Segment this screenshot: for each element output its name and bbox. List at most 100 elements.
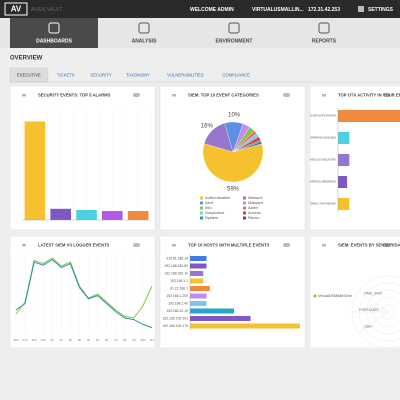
legend-swatch (243, 211, 246, 215)
y-tick-label: 192.168.100.101 (163, 316, 189, 320)
legend-label: Info (205, 205, 212, 210)
y-tick-label: AD INFORMATION AVAILABLE (302, 137, 336, 140)
radar-label: SSH (364, 324, 372, 328)
panel-title: TOP OTX ACTIVITY IN YOUR EN (338, 93, 400, 98)
bar (190, 271, 204, 276)
legend-swatch (200, 206, 203, 210)
panel-box (310, 235, 400, 348)
bar (190, 323, 300, 329)
bar (76, 209, 97, 220)
panel-menu-icon[interactable] (22, 244, 26, 247)
legend-label: System (205, 215, 219, 220)
y-tick-label: 216.81.188.18 (166, 256, 188, 260)
legend-swatch (243, 196, 246, 200)
panel-toggle[interactable] (133, 93, 140, 97)
panel: SIEM: EVENTS BY SENSOR/DA SSH FORTIGATE PAM… (310, 235, 400, 348)
panel-title: SIEM: EVENTS BY SENSOR/DA (338, 243, 400, 248)
y-tick-label: 192.168.100.176 (163, 324, 189, 328)
tab[interactable]: TAXONOMY (126, 73, 150, 78)
legend-label: Recon (248, 215, 260, 220)
legend-label: VirtualUSMAllInOne (318, 294, 352, 298)
bar (190, 293, 207, 299)
tab[interactable]: TICKETS (57, 73, 75, 78)
panel-title: LATEST SIEM VS LOGGER EVENTS (38, 243, 110, 248)
x-tick-label: 4h (87, 338, 91, 342)
y-tick-label: 192.168.10.10 (166, 309, 188, 313)
x-tick-label: 23h (41, 338, 46, 342)
panel: TOP OTX ACTIVITY IN YOUR EN CLOUD DATA EX… (302, 86, 400, 231)
x-tick-label: 1h (60, 338, 64, 342)
panel-menu-icon[interactable] (22, 94, 26, 97)
legend-label: Suspicious (205, 210, 224, 215)
y-tick-label: CLOUD DATA EXFILTRATION (304, 115, 337, 118)
y-tick-label: FORMS.COM PHISHING (309, 203, 336, 206)
panel-title: TOP 10 HOSTS WITH MULTIPLE EVENTS (188, 243, 270, 248)
x-tick-label: 8h (123, 338, 127, 342)
panel: SIEM: TOP 10 EVENT CATEGORIES 59% 16% 10% Au… (159, 85, 306, 231)
nav-tab[interactable]: REPORTS (312, 38, 337, 44)
panel-toggle[interactable] (283, 243, 290, 247)
bar (190, 316, 251, 321)
bar (190, 263, 207, 269)
x-tick-label: 21h (23, 338, 28, 342)
pie-label: 59% (227, 187, 240, 193)
host: VIRTUALUSMALLIN... (252, 7, 304, 13)
legend-swatch (200, 201, 203, 205)
x-tick-label: 7h (114, 338, 118, 342)
panel-toggle[interactable] (383, 243, 390, 247)
y-tick-label: 192.168.1.40 (168, 301, 188, 305)
tab[interactable]: COMPLIANCE (222, 73, 250, 78)
x-tick-label: 11h (150, 338, 155, 342)
x-tick-label: 0h (51, 338, 55, 342)
legend-swatch (200, 196, 203, 200)
tab-active[interactable] (9, 67, 49, 83)
brand: ALIEN VAULT (31, 7, 62, 13)
ip: 172.31.42.253 (308, 7, 340, 13)
bar (190, 301, 207, 306)
bar (101, 211, 123, 220)
y-tick-label: OPERATION SPEARHEAD (307, 181, 337, 184)
logo: AV (11, 5, 22, 14)
bar (338, 176, 348, 188)
tab[interactable]: EXECUTIVE (17, 73, 41, 78)
tab[interactable]: VULNERABILITIES (167, 73, 204, 78)
panel-title: SIEM: TOP 10 EVENT CATEGORIES (188, 93, 259, 98)
nav-tab[interactable]: ENVIRONMENT (216, 38, 253, 44)
legend-swatch (243, 206, 246, 210)
x-tick-label: 10h (140, 338, 145, 342)
panel-toggle[interactable] (283, 93, 290, 97)
pie-slice (202, 143, 264, 183)
x-tick-label: 9h (132, 338, 136, 342)
bar (24, 121, 46, 220)
radar-label: FORTIGATE (359, 308, 379, 312)
settings-icon[interactable] (358, 6, 364, 12)
legend-swatch (200, 211, 203, 215)
panel-toggle[interactable] (133, 243, 140, 247)
panel-menu-icon[interactable] (172, 244, 176, 247)
bar (338, 154, 350, 166)
legend-swatch (200, 216, 203, 220)
settings[interactable]: SETTINGS (368, 7, 394, 13)
bar (338, 198, 350, 210)
y-tick-label: 192.168.160.10 (164, 271, 188, 275)
pie-label: 10% (228, 113, 241, 119)
panel-menu-icon[interactable] (322, 244, 326, 247)
panel-menu-icon[interactable] (172, 94, 176, 97)
bar (190, 286, 210, 291)
x-tick-label: 2h (69, 338, 73, 342)
bar (190, 256, 207, 261)
top-bar (0, 0, 400, 18)
legend-label: Authentication (205, 195, 230, 200)
panel-title: SECURITY EVENTS: TOP 5 ALARMS (38, 93, 111, 98)
line-series (15, 257, 153, 319)
y-tick-label: CHANGELOG INDICATORS (306, 159, 337, 162)
panel-toggle[interactable] (383, 93, 390, 97)
panel: TOP 10 HOSTS WITH MULTIPLE EVENTS 216.81.… (159, 235, 306, 349)
nav-tab[interactable]: ANALYSIS (132, 38, 157, 44)
line-series (15, 258, 153, 329)
tab[interactable]: SECURITY (90, 73, 111, 78)
radar-label: PAM_UNIX (364, 291, 382, 295)
nav-tab[interactable]: DASHBOARDS (36, 38, 73, 44)
panel-menu-icon[interactable] (322, 94, 326, 97)
pie-label: 16% (201, 123, 214, 129)
